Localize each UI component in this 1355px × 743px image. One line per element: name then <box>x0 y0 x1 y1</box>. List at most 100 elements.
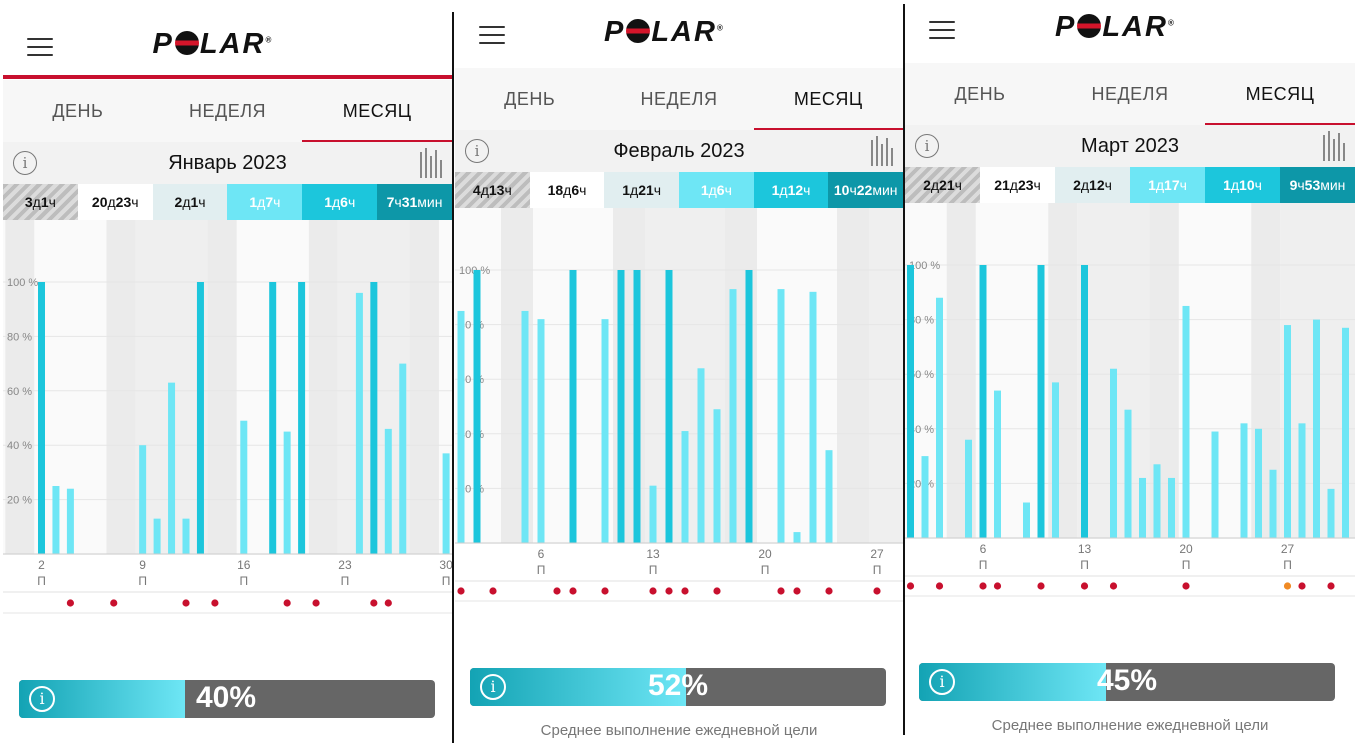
menu-icon[interactable] <box>27 38 53 58</box>
menu-icon[interactable] <box>479 26 505 46</box>
app-screen-2: P LAR® ДЕНЬ НЕДЕЛЯ МЕСЯЦ i Февраль 2023 4д13ч 18… <box>455 0 903 743</box>
tab-month[interactable]: МЕСЯЦ <box>302 80 452 142</box>
bar-day-18 <box>269 282 277 554</box>
zone-1-duration: 21д23ч <box>980 167 1055 204</box>
x-tick-date: 20 <box>1179 542 1193 556</box>
info-icon[interactable]: i <box>13 151 37 175</box>
bar-day-3 <box>52 486 60 554</box>
tab-day[interactable]: ДЕНЬ <box>954 84 1006 104</box>
activity-dot-19 <box>283 599 291 607</box>
bar-day-17 <box>713 409 721 543</box>
zone-0-duration: 3д1ч <box>3 184 78 221</box>
bar-day-5 <box>521 310 529 543</box>
daily-goal-progress-bar[interactable]: i 40% <box>19 680 435 718</box>
tab-month[interactable]: МЕСЯЦ <box>753 68 903 130</box>
zone-4-duration: 1д6ч <box>302 184 378 221</box>
zone-3-duration: 1д7ч <box>227 184 303 221</box>
bar-day-3 <box>936 297 943 538</box>
bar-day-12 <box>633 270 641 543</box>
month-header: i Март 2023 <box>905 125 1355 169</box>
x-tick-weekday: П <box>138 574 147 588</box>
activity-dot-13 <box>649 587 657 595</box>
daily-goal-progress-bar[interactable]: i 45% <box>919 663 1335 701</box>
activity-dot-10 <box>601 587 609 595</box>
bar-day-25 <box>370 282 378 554</box>
activity-dot-27 <box>873 587 881 595</box>
bar-day-30 <box>1327 488 1335 538</box>
bar-day-10 <box>601 319 609 543</box>
tab-week[interactable]: НЕДЕЛЯ <box>640 89 718 109</box>
bar-day-16 <box>240 420 248 554</box>
tab-week[interactable]: НЕДЕЛЯ <box>189 101 267 121</box>
x-tick-date: 20 <box>758 547 772 561</box>
activity-dot-14 <box>665 587 673 595</box>
goal-percent: 52% <box>648 669 709 702</box>
zone-4-duration: 1д10ч <box>1205 167 1280 204</box>
activity-dot-30 <box>1327 582 1335 590</box>
bar-day-18 <box>1153 464 1161 538</box>
tab-week[interactable]: НЕДЕЛЯ <box>1091 84 1169 104</box>
weekend-shade <box>207 220 237 554</box>
activity-dot-15 <box>1109 582 1118 590</box>
tab-day[interactable]: ДЕНЬ <box>52 101 104 121</box>
zone-0-duration: 2д21ч <box>905 167 980 204</box>
bar-day-11 <box>1052 382 1059 538</box>
month-header: i Февраль 2023 <box>455 130 903 174</box>
x-tick-date: 16 <box>237 558 251 572</box>
x-tick-date: 13 <box>646 547 660 561</box>
bar-day-19 <box>745 270 753 543</box>
week-shade <box>869 208 903 543</box>
bar-day-9 <box>1023 502 1030 538</box>
bar-day-27 <box>399 363 407 554</box>
stats-icon[interactable] <box>418 148 442 178</box>
bar-day-20 <box>1182 305 1190 538</box>
goal-percent: 40% <box>196 681 257 714</box>
x-tick-weekday: П <box>37 574 46 588</box>
activity-dot-17 <box>713 587 721 595</box>
activity-dot-8 <box>569 587 577 595</box>
bar-day-2 <box>473 270 481 543</box>
heart-rate-zones: 2д21ч 21д23ч 2д12ч 1д17ч 1д10ч 9ч53мин <box>905 167 1355 204</box>
x-tick-date: 9 <box>139 558 146 572</box>
stats-icon[interactable] <box>869 136 893 166</box>
activity-dot-22 <box>793 587 801 595</box>
info-icon[interactable]: i <box>915 134 939 158</box>
period-tabs: ДЕНЬ НЕДЕЛЯ МЕСЯЦ <box>905 63 1355 125</box>
info-icon[interactable]: i <box>929 669 955 695</box>
info-icon[interactable]: i <box>480 674 506 700</box>
bar-day-13 <box>649 485 657 543</box>
info-icon[interactable]: i <box>465 139 489 163</box>
activity-dot-3 <box>489 587 497 595</box>
bar-day-23 <box>809 291 817 543</box>
tab-day[interactable]: ДЕНЬ <box>504 89 556 109</box>
tab-month[interactable]: МЕСЯЦ <box>1205 63 1355 125</box>
period-tabs: ДЕНЬ НЕДЕЛЯ МЕСЯЦ <box>3 80 452 142</box>
bar-day-24 <box>1240 423 1248 538</box>
menu-icon[interactable] <box>929 21 955 41</box>
activity-dot-28 <box>1298 582 1306 590</box>
heart-rate-zones: 3д1ч 20д23ч 2д1ч 1д7ч 1д6ч 7ч31мин <box>3 184 452 221</box>
bar-day-17 <box>1139 477 1146 538</box>
stats-icon[interactable] <box>1321 131 1345 161</box>
zone-2-duration: 2д12ч <box>1055 167 1130 204</box>
x-tick-weekday: П <box>649 563 658 577</box>
info-icon[interactable]: i <box>29 686 55 712</box>
activity-dot-3 <box>935 582 944 590</box>
panel-divider <box>902 4 905 735</box>
bar-day-12 <box>182 518 190 554</box>
activity-dot-7 <box>553 587 561 595</box>
goal-percent: 45% <box>1097 664 1158 697</box>
bar-day-31 <box>1342 327 1349 538</box>
x-tick-weekday: П <box>1283 558 1292 572</box>
activity-bar-chart: 100 % 80 % 60 % 40 % 20 % 6 П 13 П 20 П 27 П <box>905 203 1355 603</box>
bar-day-22 <box>1211 431 1219 538</box>
x-tick-date: 23 <box>338 558 352 572</box>
bar-day-13 <box>1081 265 1088 538</box>
bar-day-15 <box>681 431 689 543</box>
y-tick-label: 100 % <box>7 277 38 289</box>
daily-goal-progress-bar[interactable]: i 52% <box>470 668 886 706</box>
progress-fill <box>470 668 687 706</box>
bar-day-9 <box>139 445 147 554</box>
zone-1-duration: 20д23ч <box>77 184 153 221</box>
